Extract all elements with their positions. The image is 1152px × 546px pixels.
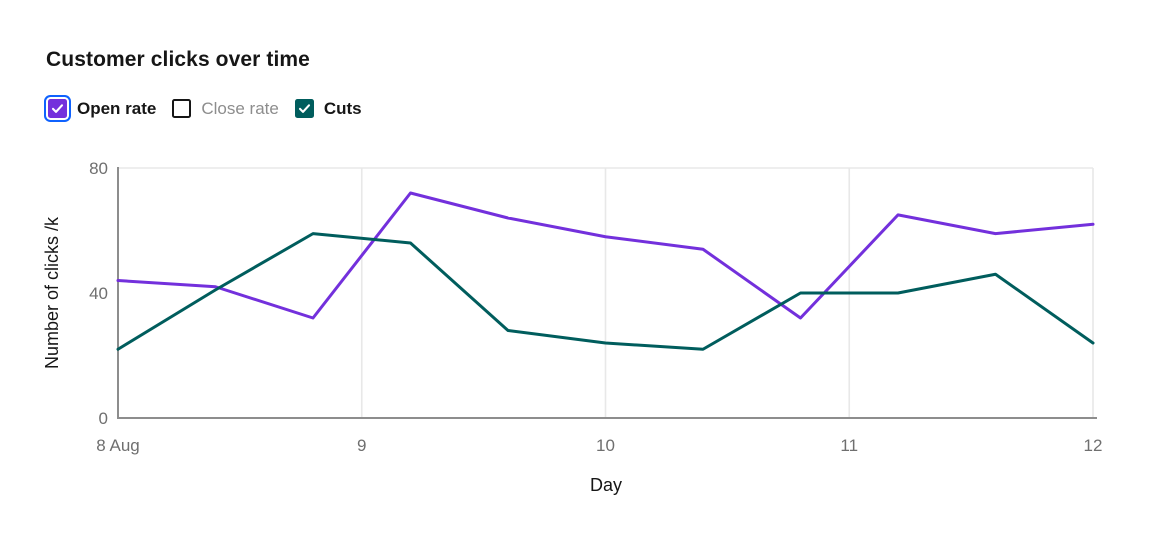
- checkmark-icon: [298, 103, 310, 113]
- legend-label-open-rate[interactable]: Open rate: [77, 98, 157, 118]
- legend-item-open-rate[interactable]: Open rate: [48, 98, 157, 118]
- legend-label-cuts[interactable]: Cuts: [323, 98, 362, 118]
- legend-item-cuts[interactable]: Cuts: [294, 98, 362, 118]
- y-tick-label: 0: [99, 409, 108, 428]
- cuts-checkbox[interactable]: [294, 98, 314, 118]
- y-axis-title: Number of clicks /k: [42, 216, 62, 369]
- chart-legend: Open rate Close rate Cuts: [48, 94, 362, 122]
- x-tick-label: 9: [357, 436, 366, 455]
- x-tick-label: 10: [596, 436, 615, 455]
- checkmark-icon: [51, 103, 64, 113]
- open-rate-checkbox[interactable]: [48, 98, 67, 118]
- x-tick-label: 12: [1084, 436, 1103, 455]
- series-line-open-rate[interactable]: [116, 191, 1095, 320]
- x-axis-title: Day: [590, 475, 622, 495]
- legend-label-close-rate[interactable]: Close rate: [201, 98, 279, 118]
- x-tick-label: 8 Aug: [96, 436, 140, 455]
- y-tick-label: 80: [89, 159, 108, 178]
- legend-item-close-rate[interactable]: Close rate: [172, 98, 279, 118]
- x-tick-label: 11: [840, 436, 858, 455]
- series-line-cuts[interactable]: [116, 232, 1095, 351]
- close-rate-checkbox[interactable]: [172, 98, 192, 118]
- chart-title: Customer clicks over time: [46, 48, 310, 71]
- y-tick-label: 40: [89, 284, 108, 303]
